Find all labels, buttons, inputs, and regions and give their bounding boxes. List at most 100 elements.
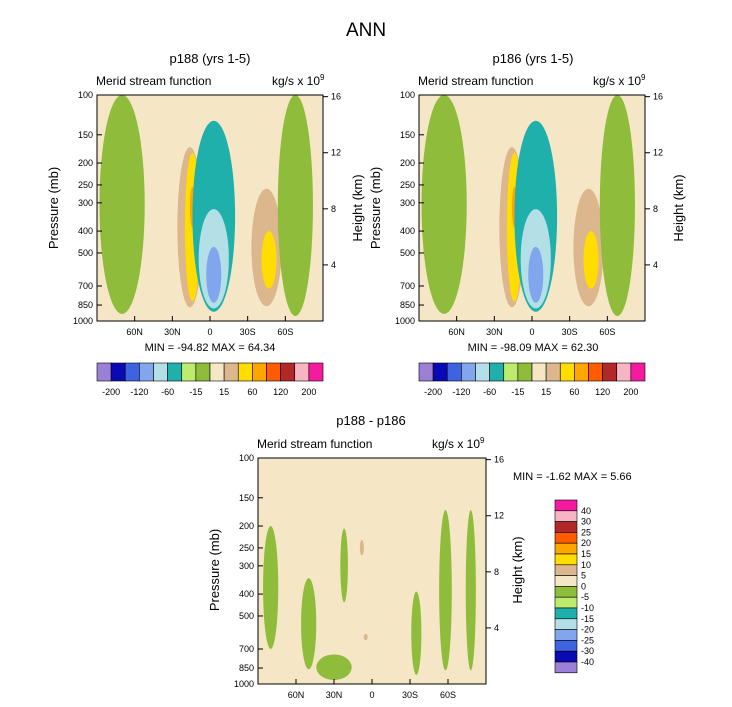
y-tick-label: 150 [400,130,415,140]
contour-region [528,246,544,303]
colorbar-label: 60 [247,387,257,397]
colorbar-swatch [554,618,578,630]
y-tick-label: 1000 [73,316,93,326]
plot-area: 60N 30N 0 30S 60S 100 150 200 250 300 400 500 700 850… [234,453,504,700]
y2-tick-label: 4 [653,260,658,270]
colorbar-label: -15 [189,387,202,397]
x-tick-label: 60N [288,690,305,700]
colorbar-label: 5 [581,571,586,581]
colorbar-swatch [181,362,197,382]
colorbar-swatch [223,362,239,382]
y-tick-label: 1000 [395,316,415,326]
colorbar-swatch [554,629,578,641]
colorbar-swatch [124,362,140,382]
colorbar-swatch [209,362,225,382]
contour-region [465,510,476,671]
colorbar-swatch [167,362,183,382]
plot-background [258,458,486,684]
colorbar-swatch [554,640,578,652]
colorbar-top-left: -200 -120 -60 -15 15 60 120 200 [96,362,324,397]
colorbar-label: -60 [161,387,174,397]
y-axis-label: Pressure (mb) [207,529,222,611]
colorbar-label: 10 [581,560,591,570]
colorbar-swatch [110,362,126,382]
plot-area: 60N 30N 0 30S 60S 100 150 200 250 300 400 500 700 850… [73,90,341,337]
colorbar-swatch [308,362,324,382]
x-tick-label: 0 [369,690,374,700]
x-tick-label: 30N [326,690,343,700]
colorbar-label: -25 [581,635,594,645]
contour-region [363,633,368,641]
colorbar-swatch [554,532,578,544]
y2-tick-label: 16 [494,455,504,465]
y-tick-label: 200 [239,521,254,531]
contour-region [532,290,538,301]
colorbar-swatch [554,575,578,587]
y2-axis-label: Height (km) [510,536,525,603]
colorbar-swatch [517,362,533,382]
colorbar-swatch [554,650,578,663]
x-tick-label: 60S [440,690,456,700]
contour-region [99,94,145,314]
y-tick-label: 400 [78,226,93,236]
y-tick-label: 850 [400,300,415,310]
colorbar-swatch [554,661,578,674]
x-tick-label: 30S [402,690,418,700]
y2-axis-label: Height (km) [350,174,365,241]
panel-title: p188 - p186 [336,413,405,428]
x-tick-label: 60N [126,327,143,337]
y-axis-label: Pressure (mb) [368,167,383,249]
colorbar-swatch [554,586,578,598]
contour-region [210,290,216,301]
y-tick-label: 300 [239,561,254,571]
panel-p188: p188 (yrs 1-5) Merid stream function kg/… [46,51,365,354]
contour-region [359,539,364,556]
y-tick-label: 250 [239,543,254,553]
y-tick-label: 700 [400,281,415,291]
y2-tick-label: 8 [331,204,336,214]
y2-tick-label: 4 [494,623,499,633]
y-tick-label: 150 [78,130,93,140]
colorbar-swatch [602,362,618,382]
contour-region [206,246,222,303]
y-tick-label: 150 [239,493,254,503]
colorbar-swatch [237,362,253,382]
y-tick-label: 500 [239,611,254,621]
y-tick-label: 100 [78,90,93,100]
colorbar-label: 120 [273,387,288,397]
contour-region [301,578,317,670]
colorbar-swatch [96,362,112,382]
colorbar-swatch [446,362,462,382]
panel-stats: MIN = -98.09 MAX = 62.30 [468,342,599,354]
contour-region [583,231,599,289]
colorbar-label: 200 [623,387,638,397]
colorbar-swatch [266,362,281,382]
y-tick-label: 250 [78,180,93,190]
colorbar-top-right: -200 -120 -60 -15 15 60 120 200 [418,362,646,397]
colorbar-label: 15 [581,549,591,559]
y-tick-label: 200 [400,158,415,168]
colorbar-swatch [554,521,578,533]
y2-tick-label: 16 [331,92,341,102]
colorbar-label: 15 [219,387,229,397]
colorbar-swatch [294,362,310,382]
colorbar-swatch [616,362,632,382]
figure-title: ANN [346,20,386,41]
y-axis-label: Pressure (mb) [46,167,61,249]
y-tick-label: 1000 [234,679,254,689]
y-tick-label: 500 [78,248,93,258]
x-tick-label: 30N [164,327,181,337]
colorbar-label: -120 [452,387,470,397]
colorbar-swatch [574,362,589,382]
colorbar-label: -5 [581,592,589,602]
colorbar-swatch [554,607,578,620]
y2-tick-label: 12 [331,148,341,158]
colorbar-swatch [559,362,575,382]
colorbar-label: -200 [424,387,442,397]
panel-left-label: Merid stream function [257,437,372,451]
contour-region [277,95,313,316]
colorbar-label: 40 [581,506,591,516]
contour-region [421,94,467,314]
colorbar-label: -10 [581,603,594,613]
x-tick-label: 60S [277,327,293,337]
